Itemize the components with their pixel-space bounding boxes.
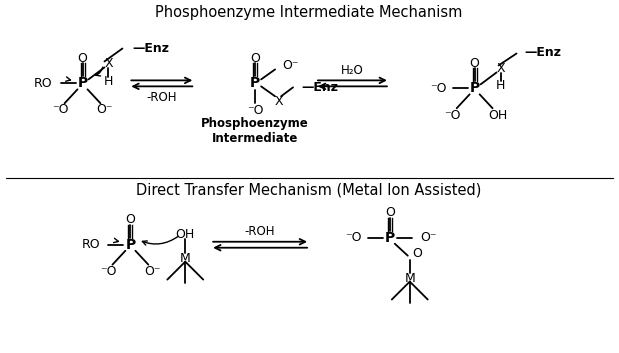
Text: P: P — [77, 76, 88, 90]
Text: H: H — [104, 75, 113, 88]
Text: ⁻O: ⁻O — [430, 82, 447, 95]
Text: M: M — [180, 252, 191, 265]
Text: H₂O: H₂O — [341, 64, 364, 77]
Text: H: H — [496, 79, 505, 92]
Text: P: P — [250, 76, 260, 90]
Text: Direct Transfer Mechanism (Metal Ion Assisted): Direct Transfer Mechanism (Metal Ion Ass… — [136, 183, 482, 197]
Text: O: O — [470, 57, 480, 70]
Text: OH: OH — [176, 228, 195, 241]
Text: -ROH: -ROH — [245, 225, 275, 238]
Text: P: P — [469, 81, 480, 95]
Text: X: X — [496, 62, 505, 75]
Text: P: P — [384, 231, 395, 245]
Text: O⁻: O⁻ — [144, 265, 160, 278]
Text: —Enz: —Enz — [132, 42, 170, 55]
Text: X: X — [104, 57, 113, 70]
Text: -ROH: -ROH — [147, 91, 177, 104]
Text: X: X — [275, 95, 284, 108]
Text: O: O — [126, 213, 136, 226]
Text: Phosphoenzyme Intermediate Mechanism: Phosphoenzyme Intermediate Mechanism — [155, 5, 462, 20]
Text: O: O — [250, 52, 260, 65]
Text: —Enz: —Enz — [301, 81, 338, 94]
Text: P: P — [125, 238, 136, 252]
Text: RO: RO — [82, 238, 100, 251]
Text: O⁻: O⁻ — [282, 59, 298, 72]
Text: O: O — [77, 52, 87, 65]
Text: Phosphoenzyme
Intermediate: Phosphoenzyme Intermediate — [201, 117, 309, 145]
Text: OH: OH — [488, 109, 507, 122]
Text: —Enz: —Enz — [524, 46, 561, 59]
Text: ⁻O: ⁻O — [100, 265, 117, 278]
Text: M: M — [404, 272, 415, 285]
Text: ⁻O: ⁻O — [444, 109, 461, 122]
Text: O⁻: O⁻ — [420, 231, 436, 244]
Text: ⁻O: ⁻O — [53, 103, 69, 116]
Text: ⁻O: ⁻O — [345, 231, 362, 244]
Text: O: O — [385, 207, 395, 219]
Text: ⁻O: ⁻O — [247, 104, 263, 117]
Text: O: O — [412, 247, 422, 260]
Text: O⁻: O⁻ — [96, 103, 113, 116]
Text: RO: RO — [34, 77, 53, 90]
